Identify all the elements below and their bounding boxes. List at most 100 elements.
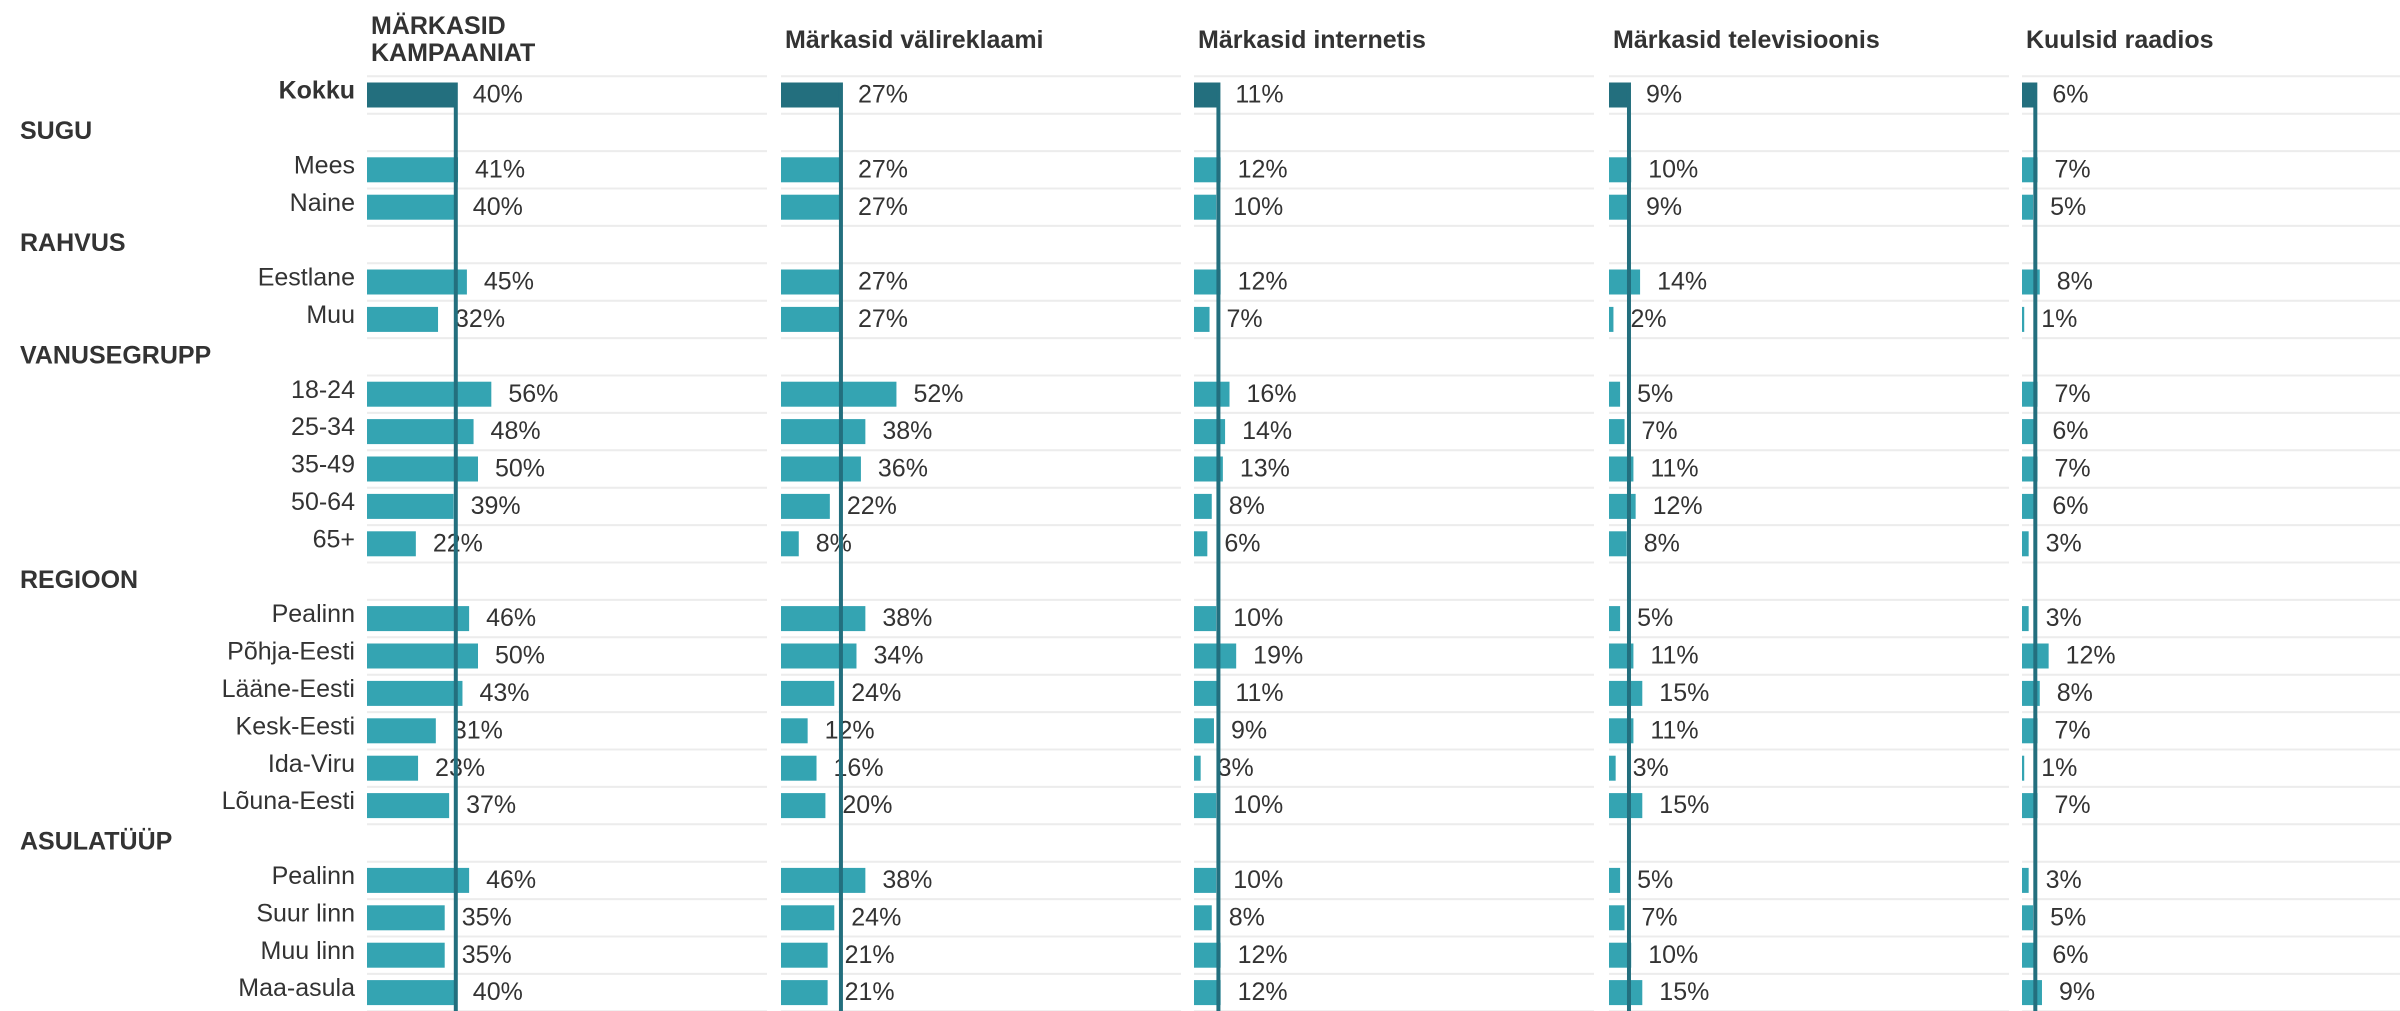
bar — [1609, 755, 1616, 781]
value-label: 22% — [433, 529, 483, 557]
value-label: 9% — [2059, 978, 2095, 1006]
bar — [367, 82, 456, 108]
value-label: 19% — [1253, 642, 1303, 670]
value-label: 46% — [486, 604, 536, 632]
value-label: 10% — [1233, 866, 1283, 894]
value-label: 9% — [1646, 193, 1682, 221]
bar — [367, 755, 419, 781]
bar — [1194, 942, 1221, 968]
row-label: Muu — [306, 301, 355, 329]
bar — [367, 643, 478, 669]
bar — [781, 493, 830, 519]
row-label: Maa-asula — [238, 974, 355, 1002]
bar — [781, 606, 866, 632]
row-label: Pealinn — [272, 862, 355, 890]
value-label: 7% — [2055, 380, 2091, 408]
bar — [781, 680, 835, 706]
value-label: 12% — [1238, 155, 1288, 183]
value-label: 9% — [1231, 716, 1267, 744]
value-label: 1% — [2041, 305, 2077, 333]
value-label: 12% — [1238, 978, 1288, 1006]
bar — [781, 381, 897, 407]
bar — [2022, 194, 2034, 220]
bar — [781, 793, 826, 819]
bar — [1194, 793, 1217, 819]
bar — [1609, 194, 1629, 220]
bar — [781, 82, 841, 108]
row-label: Muu linn — [261, 937, 356, 965]
value-label: 38% — [882, 604, 932, 632]
column-headers: MÄRKASID KAMPAANIAT Märkasid välireklaami… — [0, 4, 2400, 76]
group-label: SUGU — [20, 117, 92, 145]
value-label: 3% — [2046, 529, 2082, 557]
bar — [1194, 82, 1219, 108]
bar — [1609, 606, 1621, 632]
bar — [781, 867, 866, 893]
value-label: 11% — [1650, 455, 1698, 483]
value-label: 7% — [2055, 155, 2091, 183]
bar — [1194, 531, 1208, 557]
value-label: 38% — [882, 866, 932, 894]
value-label: 11% — [1235, 81, 1283, 109]
bar — [1194, 905, 1212, 931]
value-label: 6% — [2052, 81, 2088, 109]
value-label: 7% — [2055, 455, 2091, 483]
value-label: 6% — [2052, 941, 2088, 969]
value-label: 12% — [1653, 492, 1703, 520]
row-label: Kokku — [279, 77, 355, 105]
value-label: 10% — [1233, 604, 1283, 632]
value-label: 40% — [473, 978, 523, 1006]
bar — [367, 867, 470, 893]
value-label: 21% — [845, 941, 895, 969]
bar — [1609, 793, 1643, 819]
bar — [781, 643, 857, 669]
value-label: 43% — [479, 679, 529, 707]
column-title: Kuulsid raadios — [2026, 25, 2214, 54]
value-label: 12% — [1238, 941, 1288, 969]
value-label: 11% — [1650, 642, 1698, 670]
row-label: Kesk-Eesti — [236, 712, 355, 740]
value-label: 39% — [471, 492, 521, 520]
value-label: 24% — [851, 679, 901, 707]
value-label: 21% — [845, 978, 895, 1006]
bar — [367, 194, 456, 220]
row-label: Pealinn — [272, 600, 355, 628]
value-label: 10% — [1648, 941, 1698, 969]
bar — [2022, 755, 2025, 781]
value-label: 8% — [2057, 268, 2093, 296]
row-label: 35-49 — [291, 451, 355, 479]
bar — [781, 980, 828, 1006]
value-label: 27% — [858, 81, 908, 109]
value-label: 40% — [473, 81, 523, 109]
value-label: 5% — [1637, 866, 1673, 894]
bar — [367, 493, 454, 519]
value-label: 14% — [1242, 417, 1292, 445]
value-label: 15% — [1659, 679, 1709, 707]
value-label: 6% — [2052, 417, 2088, 445]
value-label: 24% — [851, 903, 901, 931]
bar — [367, 381, 492, 407]
bar — [781, 306, 841, 332]
value-label: 6% — [2052, 492, 2088, 520]
value-label: 23% — [435, 754, 485, 782]
value-label: 46% — [486, 866, 536, 894]
bar — [1194, 606, 1217, 632]
value-label: 36% — [878, 455, 928, 483]
value-label: 13% — [1240, 455, 1290, 483]
value-label: 8% — [1644, 529, 1680, 557]
value-label: 7% — [1642, 417, 1678, 445]
value-label: 2% — [1630, 305, 1666, 333]
value-label: 15% — [1659, 978, 1709, 1006]
bar — [367, 306, 439, 332]
bar — [367, 905, 445, 931]
value-label: 40% — [473, 193, 523, 221]
bar — [367, 606, 470, 632]
value-label: 52% — [913, 380, 963, 408]
bar — [1194, 306, 1210, 332]
bar — [1194, 718, 1214, 744]
bar — [1609, 419, 1625, 445]
column-title: Märkasid välireklaami — [785, 25, 1044, 54]
value-label: 11% — [1235, 679, 1283, 707]
value-label: 14% — [1657, 268, 1707, 296]
